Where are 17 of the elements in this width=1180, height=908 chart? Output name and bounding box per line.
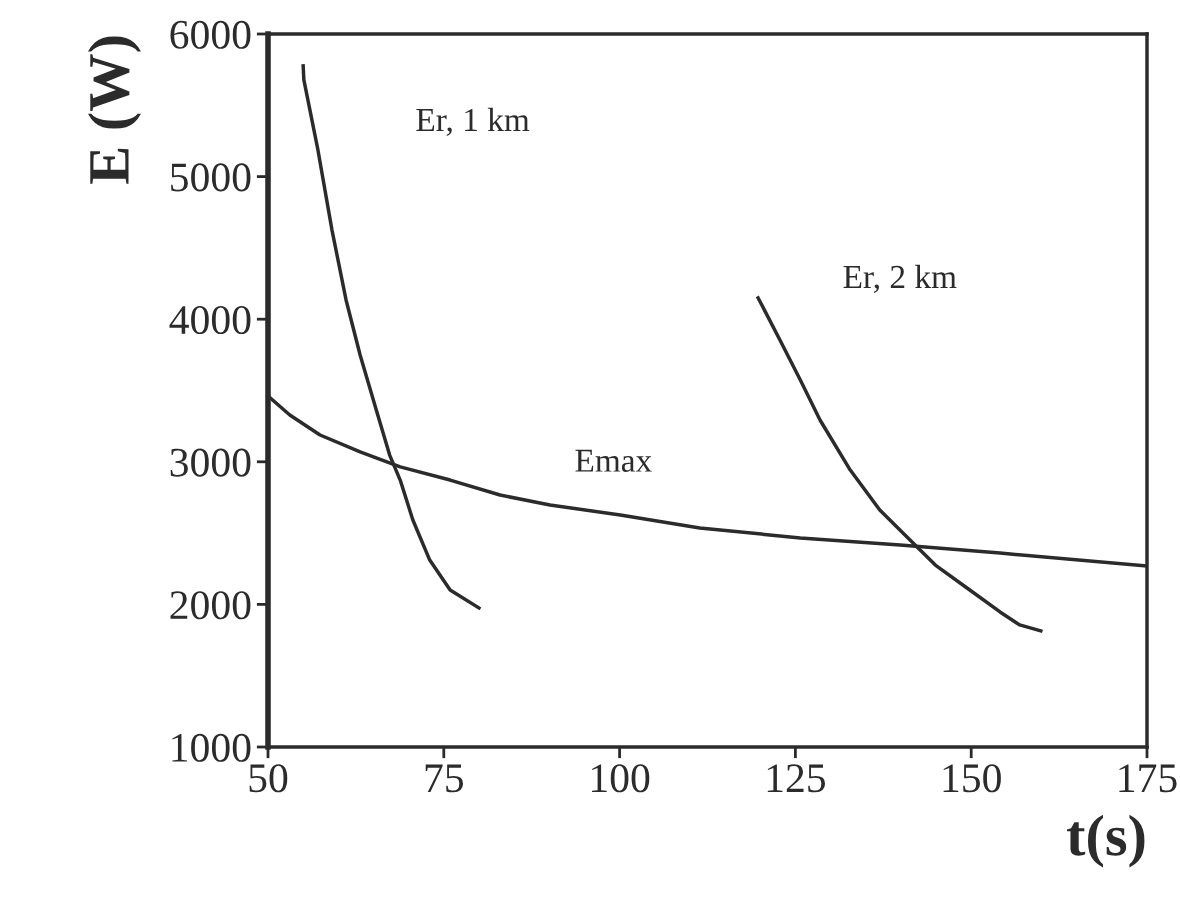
x-tick-label: 175 [1119, 764, 1177, 793]
y-tick-label: 6000 [170, 20, 251, 49]
y-tick-label: 1000 [172, 733, 251, 762]
series-label: Emax [575, 449, 652, 472]
y-axis-title: E (W) [88, 36, 141, 184]
y-tick-label: 2000 [170, 591, 251, 620]
y-tick-label: 4000 [169, 305, 251, 335]
x-tick-label: 125 [767, 764, 826, 793]
x-tick-label: 75 [425, 764, 464, 793]
text: Er, 2 km [843, 264, 957, 294]
x-tick-label: 150 [943, 764, 1001, 793]
x-tick-label: 50 [249, 764, 288, 793]
x-tick-label: 100 [592, 764, 650, 793]
x-axis-title: t(s) [1066, 814, 1145, 868]
y-tick-label: 3000 [170, 448, 251, 477]
text: Er, 1 km [416, 107, 530, 137]
y-tick-label: 5000 [171, 163, 251, 192]
